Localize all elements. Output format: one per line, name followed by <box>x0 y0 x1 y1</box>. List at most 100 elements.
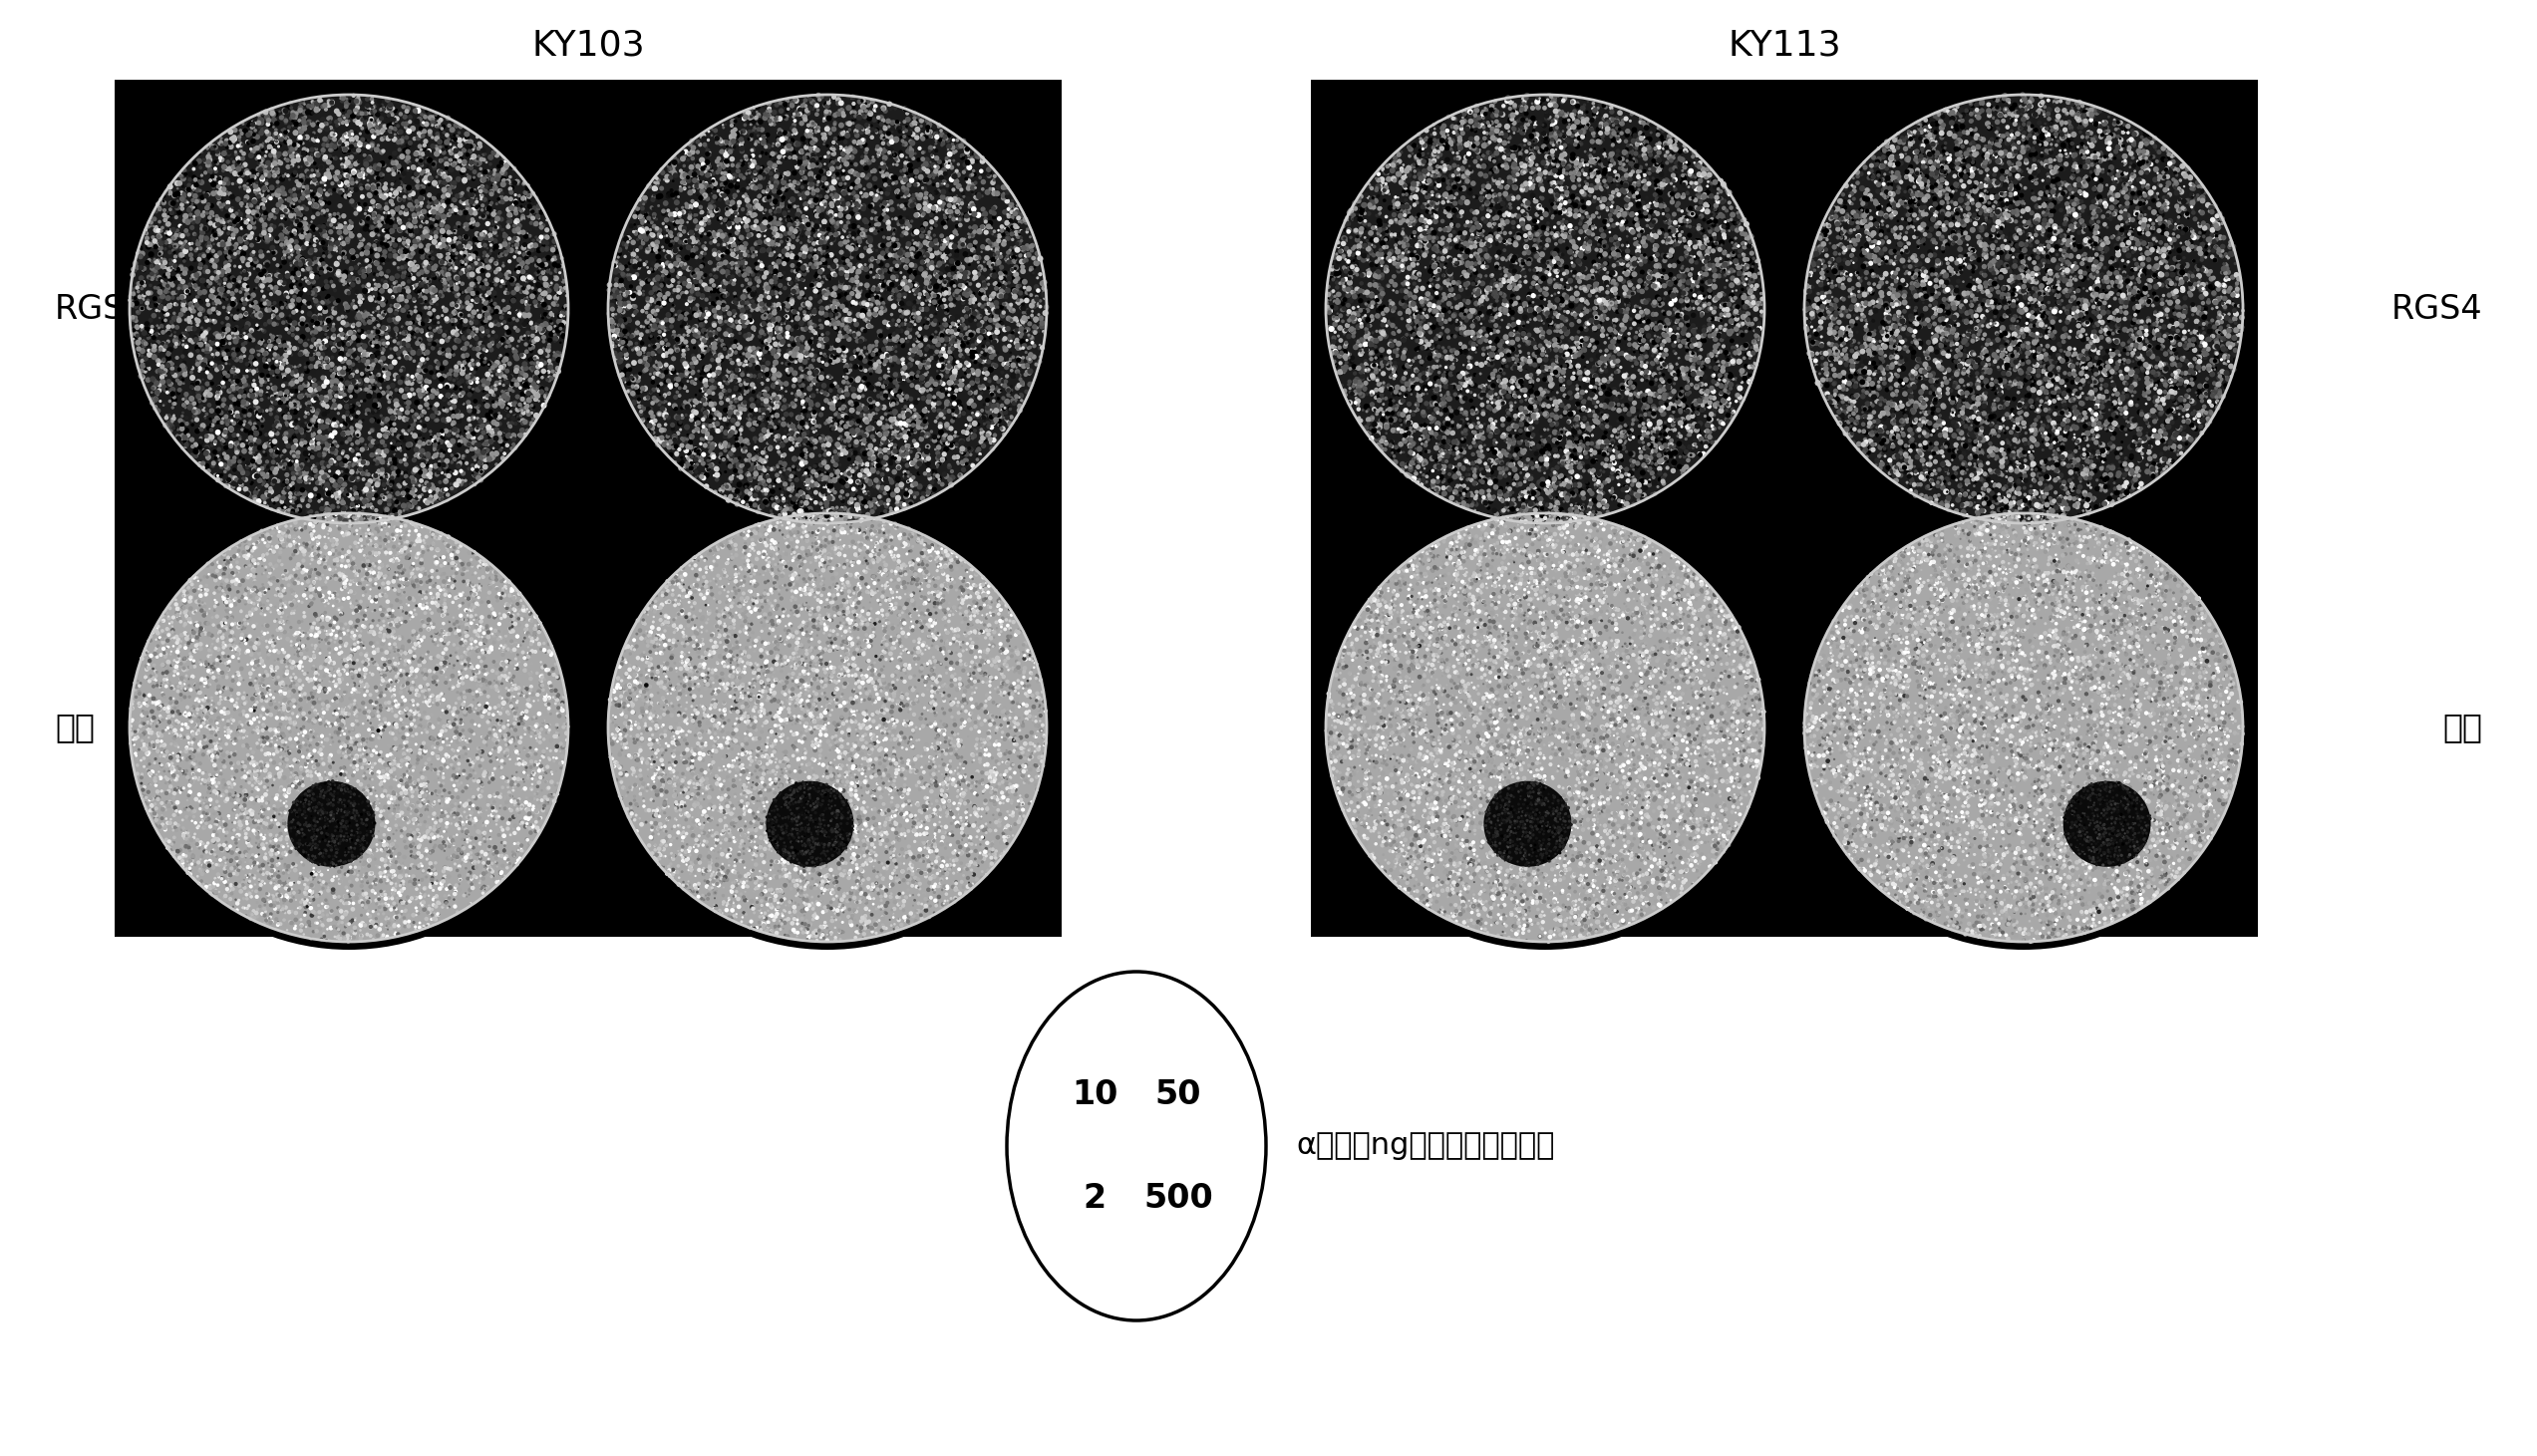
Point <box>1606 306 1647 329</box>
Point <box>1005 240 1045 264</box>
Point <box>1948 323 1989 347</box>
Point <box>317 817 358 840</box>
Point <box>1619 217 1659 240</box>
Point <box>814 540 855 563</box>
Point <box>753 568 794 591</box>
Point <box>436 278 477 301</box>
Point <box>680 850 721 874</box>
Point <box>1017 681 1058 705</box>
Point <box>327 523 368 546</box>
Point <box>1832 703 1872 727</box>
Point <box>855 492 896 515</box>
Point <box>2111 641 2151 664</box>
Point <box>348 562 388 585</box>
Point <box>2154 626 2195 649</box>
Point <box>1880 705 1921 728</box>
Point <box>150 252 190 275</box>
Point <box>918 191 959 214</box>
Point <box>241 751 282 775</box>
Point <box>596 243 637 266</box>
Point <box>830 505 870 529</box>
Point <box>358 805 398 828</box>
Point <box>779 285 819 309</box>
Point <box>2042 475 2083 498</box>
Point <box>1619 745 1659 769</box>
Point <box>518 261 558 284</box>
Point <box>769 297 809 320</box>
Point <box>807 529 847 552</box>
Point <box>1971 227 2012 250</box>
Point <box>200 380 241 403</box>
Point <box>1842 764 1882 788</box>
Point <box>1512 543 1553 566</box>
Point <box>1441 411 1482 434</box>
Point <box>1449 754 1489 778</box>
Point <box>2030 561 2070 584</box>
Point <box>2192 395 2233 418</box>
Point <box>2103 466 2144 489</box>
Point <box>865 352 906 376</box>
Point <box>637 815 677 839</box>
Point <box>832 523 873 546</box>
Point <box>1588 655 1629 678</box>
Point <box>906 565 946 588</box>
Point <box>1327 313 1367 336</box>
Point <box>1849 344 1890 367</box>
Point <box>1010 373 1050 396</box>
Point <box>2068 149 2108 172</box>
Point <box>1560 626 1601 649</box>
Point <box>1824 796 1865 820</box>
Point <box>1979 587 2019 610</box>
Point <box>1636 428 1677 451</box>
Point <box>1352 233 1393 256</box>
Point <box>2149 326 2189 349</box>
Point <box>1375 587 1416 610</box>
Point <box>1395 641 1436 664</box>
Point <box>403 891 444 914</box>
Point <box>1614 706 1654 729</box>
Point <box>766 842 807 865</box>
Point <box>1867 464 1908 488</box>
Point <box>807 352 847 376</box>
Point <box>594 680 634 703</box>
Point <box>690 645 731 668</box>
Point <box>2052 443 2093 466</box>
Point <box>1928 427 1969 450</box>
Point <box>728 818 769 842</box>
Point <box>375 438 416 462</box>
Point <box>893 866 934 890</box>
Point <box>1378 748 1418 772</box>
Point <box>1570 265 1611 288</box>
Point <box>2045 135 2085 159</box>
Point <box>885 402 926 425</box>
Point <box>271 801 312 824</box>
Point <box>345 748 386 772</box>
Point <box>929 456 969 479</box>
Point <box>797 922 837 945</box>
Point <box>657 380 698 403</box>
Point <box>2025 182 2065 205</box>
Point <box>1542 824 1583 847</box>
Point <box>2073 237 2113 261</box>
Point <box>1634 769 1674 792</box>
Point <box>1370 364 1411 387</box>
Point <box>1872 220 1913 243</box>
Point <box>2154 699 2195 722</box>
Point <box>1517 408 1558 431</box>
Point <box>1956 430 1997 453</box>
Point <box>705 807 746 830</box>
Point <box>2060 817 2101 840</box>
Point <box>989 217 1030 240</box>
Point <box>611 807 652 830</box>
Point <box>365 486 406 510</box>
Point <box>921 229 962 252</box>
Point <box>1981 893 2022 916</box>
Point <box>1487 847 1527 871</box>
Point <box>784 775 825 798</box>
Point <box>1636 194 1677 217</box>
Point <box>695 265 736 288</box>
Point <box>2108 483 2149 507</box>
Point <box>606 323 647 347</box>
Point <box>1512 556 1553 579</box>
Point <box>251 727 292 750</box>
